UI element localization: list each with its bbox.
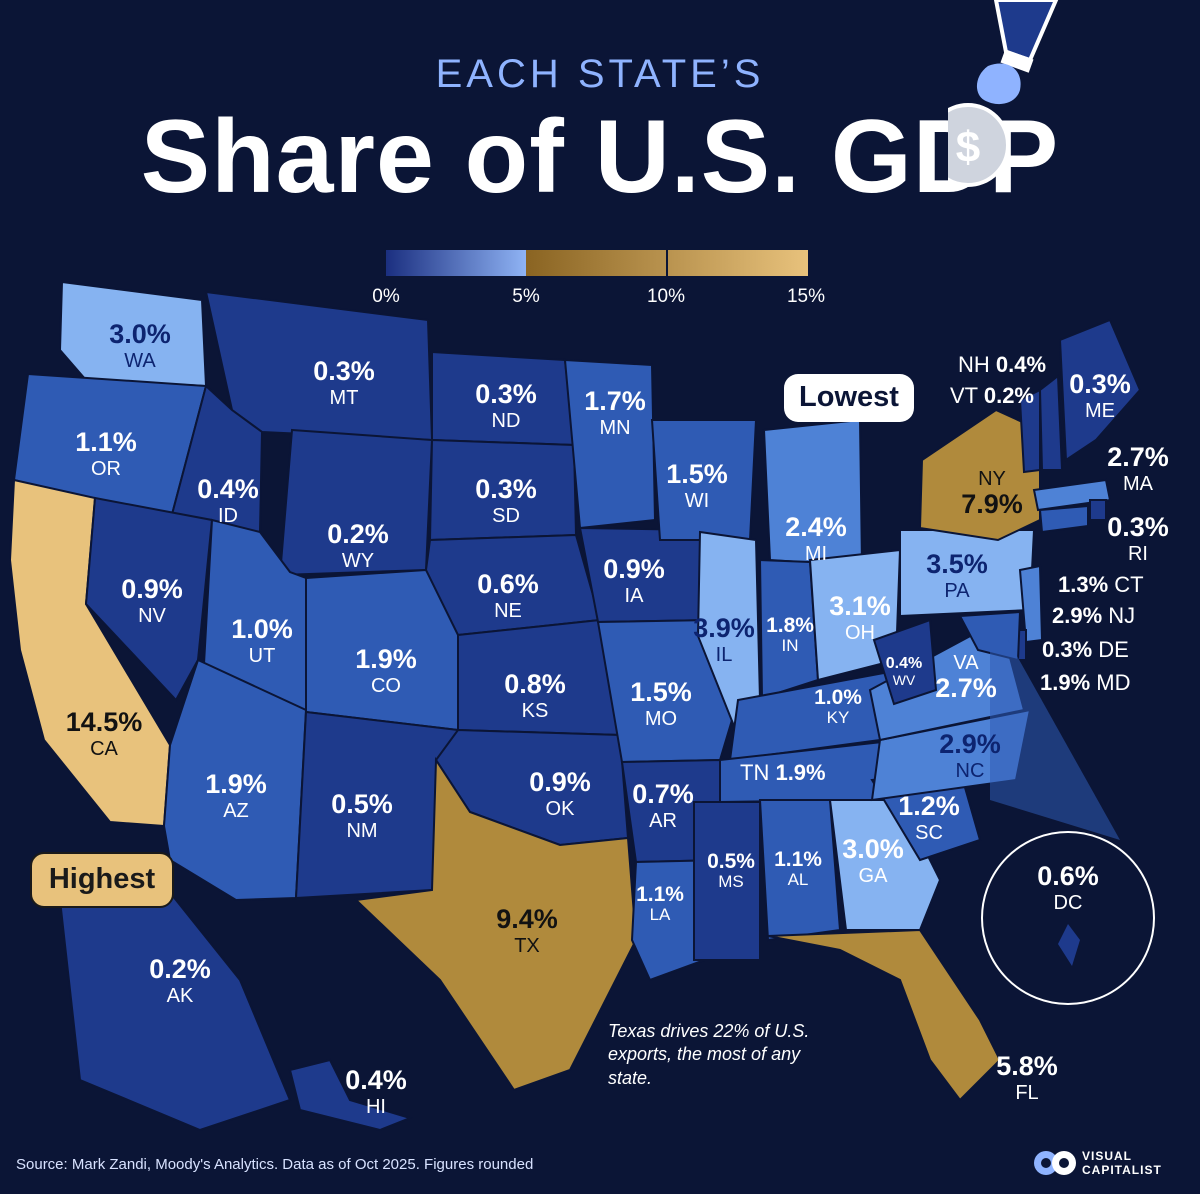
state-label-tn: TN 1.9% — [740, 760, 826, 785]
dc-inset-circle — [981, 831, 1155, 1005]
state-label-sc: 1.2% SC — [898, 791, 960, 844]
page-title: Share of U.S. GDP — [140, 99, 1060, 215]
state-shape-nh — [1038, 374, 1064, 471]
state-label-ca: 14.5% CA — [65, 707, 143, 760]
state-shape-nj — [1018, 564, 1044, 644]
state-label-mt: 0.3% MT — [313, 356, 375, 409]
texas-annotation: Texas drives 22% of U.S. exports, the mo… — [608, 1021, 810, 1088]
state-label-nj: 2.9% NJ — [1052, 603, 1136, 628]
legend-tick: 10% — [646, 286, 686, 307]
svg-text:$: $ — [956, 123, 980, 172]
visual-capitalist-logo-icon — [1034, 1151, 1076, 1175]
state-label-la: 1.1% LA — [636, 883, 684, 925]
state-label-md: 1.9% MD — [1040, 670, 1131, 695]
title-kicker: EACH STATE’S — [435, 52, 765, 96]
state-label-az: 1.9% AZ — [205, 769, 267, 822]
state-shape-mo — [596, 618, 740, 764]
state-label-wy: 0.2% WY — [327, 519, 389, 572]
state-label-ks: 0.8% KS — [504, 669, 566, 722]
state-label-vt: VT 0.2% — [950, 383, 1034, 408]
state-shape-ct — [1038, 504, 1089, 534]
state-shape-ms — [693, 801, 761, 961]
state-shape-ri — [1089, 499, 1107, 521]
legend — [386, 250, 808, 276]
state-label-ms: 0.5% MS — [707, 850, 755, 892]
state-label-co: 1.9% CO — [355, 644, 417, 697]
state-label-pa: 3.5% PA — [926, 549, 988, 602]
state-label-tx: 9.4% TX — [496, 904, 558, 957]
state-label-nh: NH 0.4% — [958, 352, 1047, 377]
state-label-wa: 3.0% WA — [109, 319, 171, 372]
legend-tick: 5% — [512, 286, 540, 307]
state-label-me: 0.3% ME — [1069, 369, 1131, 422]
state-label-mo: 1.5% MO — [630, 677, 692, 730]
state-label-hi: 0.4% HI — [345, 1065, 407, 1118]
state-label-in: 1.8% IN — [766, 614, 814, 656]
state-shape-hi — [288, 1058, 414, 1132]
state-label-ri: 0.3% RI — [1107, 512, 1169, 565]
state-label-nc: 2.9% NC — [939, 729, 1001, 782]
state-label-mn: 1.7% MN — [584, 386, 646, 439]
dc-inset-pointer — [990, 640, 1120, 840]
lowest-callout: Lowest — [784, 374, 914, 422]
state-label-ky: 1.0% KY — [814, 686, 862, 728]
state-label-ny: NY 7.9% — [961, 468, 1023, 519]
brand-logo-text: VISUAL CAPITALIST — [1082, 1149, 1162, 1177]
state-shape-wv — [872, 618, 938, 706]
state-shape-al — [758, 799, 842, 942]
state-label-mi: 2.4% MI — [785, 512, 847, 565]
state-label-ok: 0.9% OK — [529, 767, 591, 820]
state-shape-mn — [563, 358, 657, 530]
state-shape-id — [168, 384, 264, 534]
state-label-ct: 1.3% CT — [1058, 572, 1144, 597]
state-shape-me — [1058, 318, 1142, 462]
state-shape-vt — [1018, 388, 1041, 474]
legend-tick: 0% — [372, 286, 400, 307]
state-label-nm: 0.5% NM — [331, 789, 393, 842]
state-label-fl: 5.8% FL — [996, 1051, 1058, 1104]
state-label-oh: 3.1% OH — [829, 591, 891, 644]
hand-coin-icon: $ — [948, 0, 1059, 187]
state-label-sd: 0.3% SD — [475, 474, 537, 527]
state-label-ut: 1.0% UT — [231, 614, 293, 667]
legend-bar-blue — [386, 250, 526, 276]
state-label-va: VA 2.7% — [935, 652, 997, 703]
state-shape-nv — [84, 496, 214, 702]
state-label-al: 1.1% AL — [774, 848, 822, 890]
state-label-ar: 0.7% AR — [632, 779, 694, 832]
state-shape-tx — [353, 756, 638, 1092]
state-label-dc: 0.6% DC — [1037, 861, 1099, 914]
state-label-or: 1.1% OR — [75, 427, 137, 480]
state-label-ia: 0.9% IA — [603, 554, 665, 607]
state-label-nv: 0.9% NV — [121, 574, 183, 627]
state-label-ma: 2.7% MA — [1107, 442, 1169, 495]
state-label-id: 0.4% ID — [197, 474, 259, 527]
state-label-ak: 0.2% AK — [149, 954, 211, 1007]
state-label-ne: 0.6% NE — [477, 569, 539, 622]
legend-divider — [666, 250, 668, 276]
state-label-de: 0.3% DE — [1042, 637, 1129, 662]
state-label-wi: 1.5% WI — [666, 459, 728, 512]
state-shape-dc — [1058, 924, 1080, 966]
state-shape-fl — [767, 928, 1002, 1102]
legend-tick: 15% — [786, 286, 826, 307]
state-label-il: 3.9% IL — [693, 613, 755, 666]
state-label-nd: 0.3% ND — [475, 379, 537, 432]
state-label-ga: 3.0% GA — [842, 834, 904, 887]
source-note: Source: Mark Zandi, Moody's Analytics. D… — [16, 1156, 534, 1173]
state-label-wv: 0.4% WV — [885, 655, 923, 688]
highest-callout: Highest — [30, 852, 174, 908]
